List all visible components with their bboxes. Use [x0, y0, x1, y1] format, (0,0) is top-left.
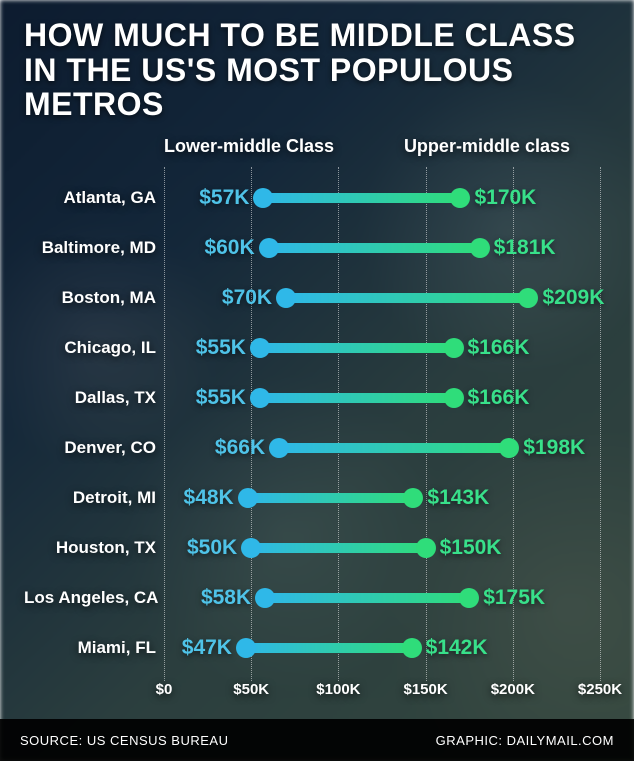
high-value-label: $166K	[468, 336, 530, 360]
low-dot	[269, 438, 289, 458]
high-value-label: $166K	[468, 386, 530, 410]
chart-row: Atlanta, GA$57K$170K	[164, 175, 600, 221]
low-dot	[238, 488, 258, 508]
x-axis: $0$50K$100K$150K$200K$250K	[164, 675, 600, 703]
range-bar	[260, 343, 454, 353]
high-dot	[499, 438, 519, 458]
chart-row: Denver, CO$66K$198K	[164, 425, 600, 471]
footer-bar: SOURCE: US CENSUS BUREAU GRAPHIC: DAILYM…	[0, 719, 634, 761]
high-dot	[450, 188, 470, 208]
city-label: Chicago, IL	[24, 338, 156, 358]
city-label: Los Angeles, CA	[24, 588, 156, 608]
low-value-label: $48K	[184, 486, 234, 510]
range-bar	[265, 593, 469, 603]
low-value-label: $58K	[201, 586, 251, 610]
chart-row: Houston, TX$50K$150K	[164, 525, 600, 571]
high-dot	[518, 288, 538, 308]
high-value-label: $170K	[474, 186, 536, 210]
low-dot	[236, 638, 256, 658]
low-dot	[250, 338, 270, 358]
city-label: Boston, MA	[24, 288, 156, 308]
footer-credit: GRAPHIC: DAILYMAIL.COM	[436, 733, 614, 748]
chart-row: Chicago, IL$55K$166K	[164, 325, 600, 371]
low-value-label: $57K	[199, 186, 249, 210]
x-tick-label: $100K	[316, 681, 360, 698]
high-value-label: $142K	[426, 636, 488, 660]
high-value-label: $175K	[483, 586, 545, 610]
low-dot	[255, 588, 275, 608]
range-bar	[263, 193, 460, 203]
city-label: Dallas, TX	[24, 388, 156, 408]
low-value-label: $50K	[187, 536, 237, 560]
city-label: Denver, CO	[24, 438, 156, 458]
legend-low: Lower-middle Class	[164, 136, 334, 157]
chart-row: Dallas, TX$55K$166K	[164, 375, 600, 421]
low-value-label: $66K	[215, 436, 265, 460]
chart-area: Atlanta, GA $57K $170K Baltimore, MD $60K $18…	[24, 175, 610, 703]
footer-source: SOURCE: US CENSUS BUREAU	[20, 733, 228, 748]
low-dot	[241, 538, 261, 558]
low-value-label: $47K	[182, 636, 232, 660]
chart-row: Miami, FL$47K$142K	[164, 625, 600, 671]
high-dot	[403, 488, 423, 508]
range-bar	[260, 393, 454, 403]
city-label: Miami, FL	[24, 638, 156, 658]
low-dot	[253, 188, 273, 208]
main-title: HOW MUCH TO BE MIDDLE CLASS IN THE US'S …	[24, 18, 610, 122]
content-area: HOW MUCH TO BE MIDDLE CLASS IN THE US'S …	[24, 18, 610, 703]
city-label: Houston, TX	[24, 538, 156, 558]
city-label: Baltimore, MD	[24, 238, 156, 258]
low-dot	[250, 388, 270, 408]
chart-row: Detroit, MI$48K$143K	[164, 475, 600, 521]
range-bar	[251, 543, 425, 553]
high-dot	[416, 538, 436, 558]
chart-row: Los Angeles, CA$58K$175K	[164, 575, 600, 621]
high-value-label: $150K	[440, 536, 502, 560]
x-tick-label: $150K	[403, 681, 447, 698]
low-value-label: $55K	[196, 386, 246, 410]
high-value-label: $143K	[427, 486, 489, 510]
high-dot	[459, 588, 479, 608]
low-dot	[259, 238, 279, 258]
range-bar	[269, 243, 480, 253]
range-bar	[246, 643, 412, 653]
range-bar	[279, 443, 509, 453]
x-tick-label: $0	[156, 681, 173, 698]
chart-row: Baltimore, MD$60K$181K	[164, 225, 600, 271]
high-dot	[402, 638, 422, 658]
low-dot	[276, 288, 296, 308]
x-tick-label: $250K	[578, 681, 622, 698]
high-dot	[444, 338, 464, 358]
legend-high: Upper-middle class	[404, 136, 570, 157]
legend-row: Lower-middle Class Upper-middle class	[24, 136, 610, 157]
gridline	[600, 167, 601, 681]
high-value-label: $181K	[494, 236, 556, 260]
low-value-label: $60K	[204, 236, 254, 260]
city-label: Atlanta, GA	[24, 188, 156, 208]
high-value-label: $198K	[523, 436, 585, 460]
high-dot	[470, 238, 490, 258]
chart-row: Boston, MA$70K$209K	[164, 275, 600, 321]
range-bar	[248, 493, 414, 503]
x-tick-label: $50K	[233, 681, 269, 698]
plot-area: Atlanta, GA$57K$170KBaltimore, MD$60K$18…	[164, 175, 600, 675]
city-label: Detroit, MI	[24, 488, 156, 508]
high-value-label: $209K	[542, 286, 604, 310]
low-value-label: $55K	[196, 336, 246, 360]
low-value-label: $70K	[222, 286, 272, 310]
high-dot	[444, 388, 464, 408]
infographic-root: HOW MUCH TO BE MIDDLE CLASS IN THE US'S …	[0, 0, 634, 761]
range-bar	[286, 293, 528, 303]
x-tick-label: $200K	[491, 681, 535, 698]
